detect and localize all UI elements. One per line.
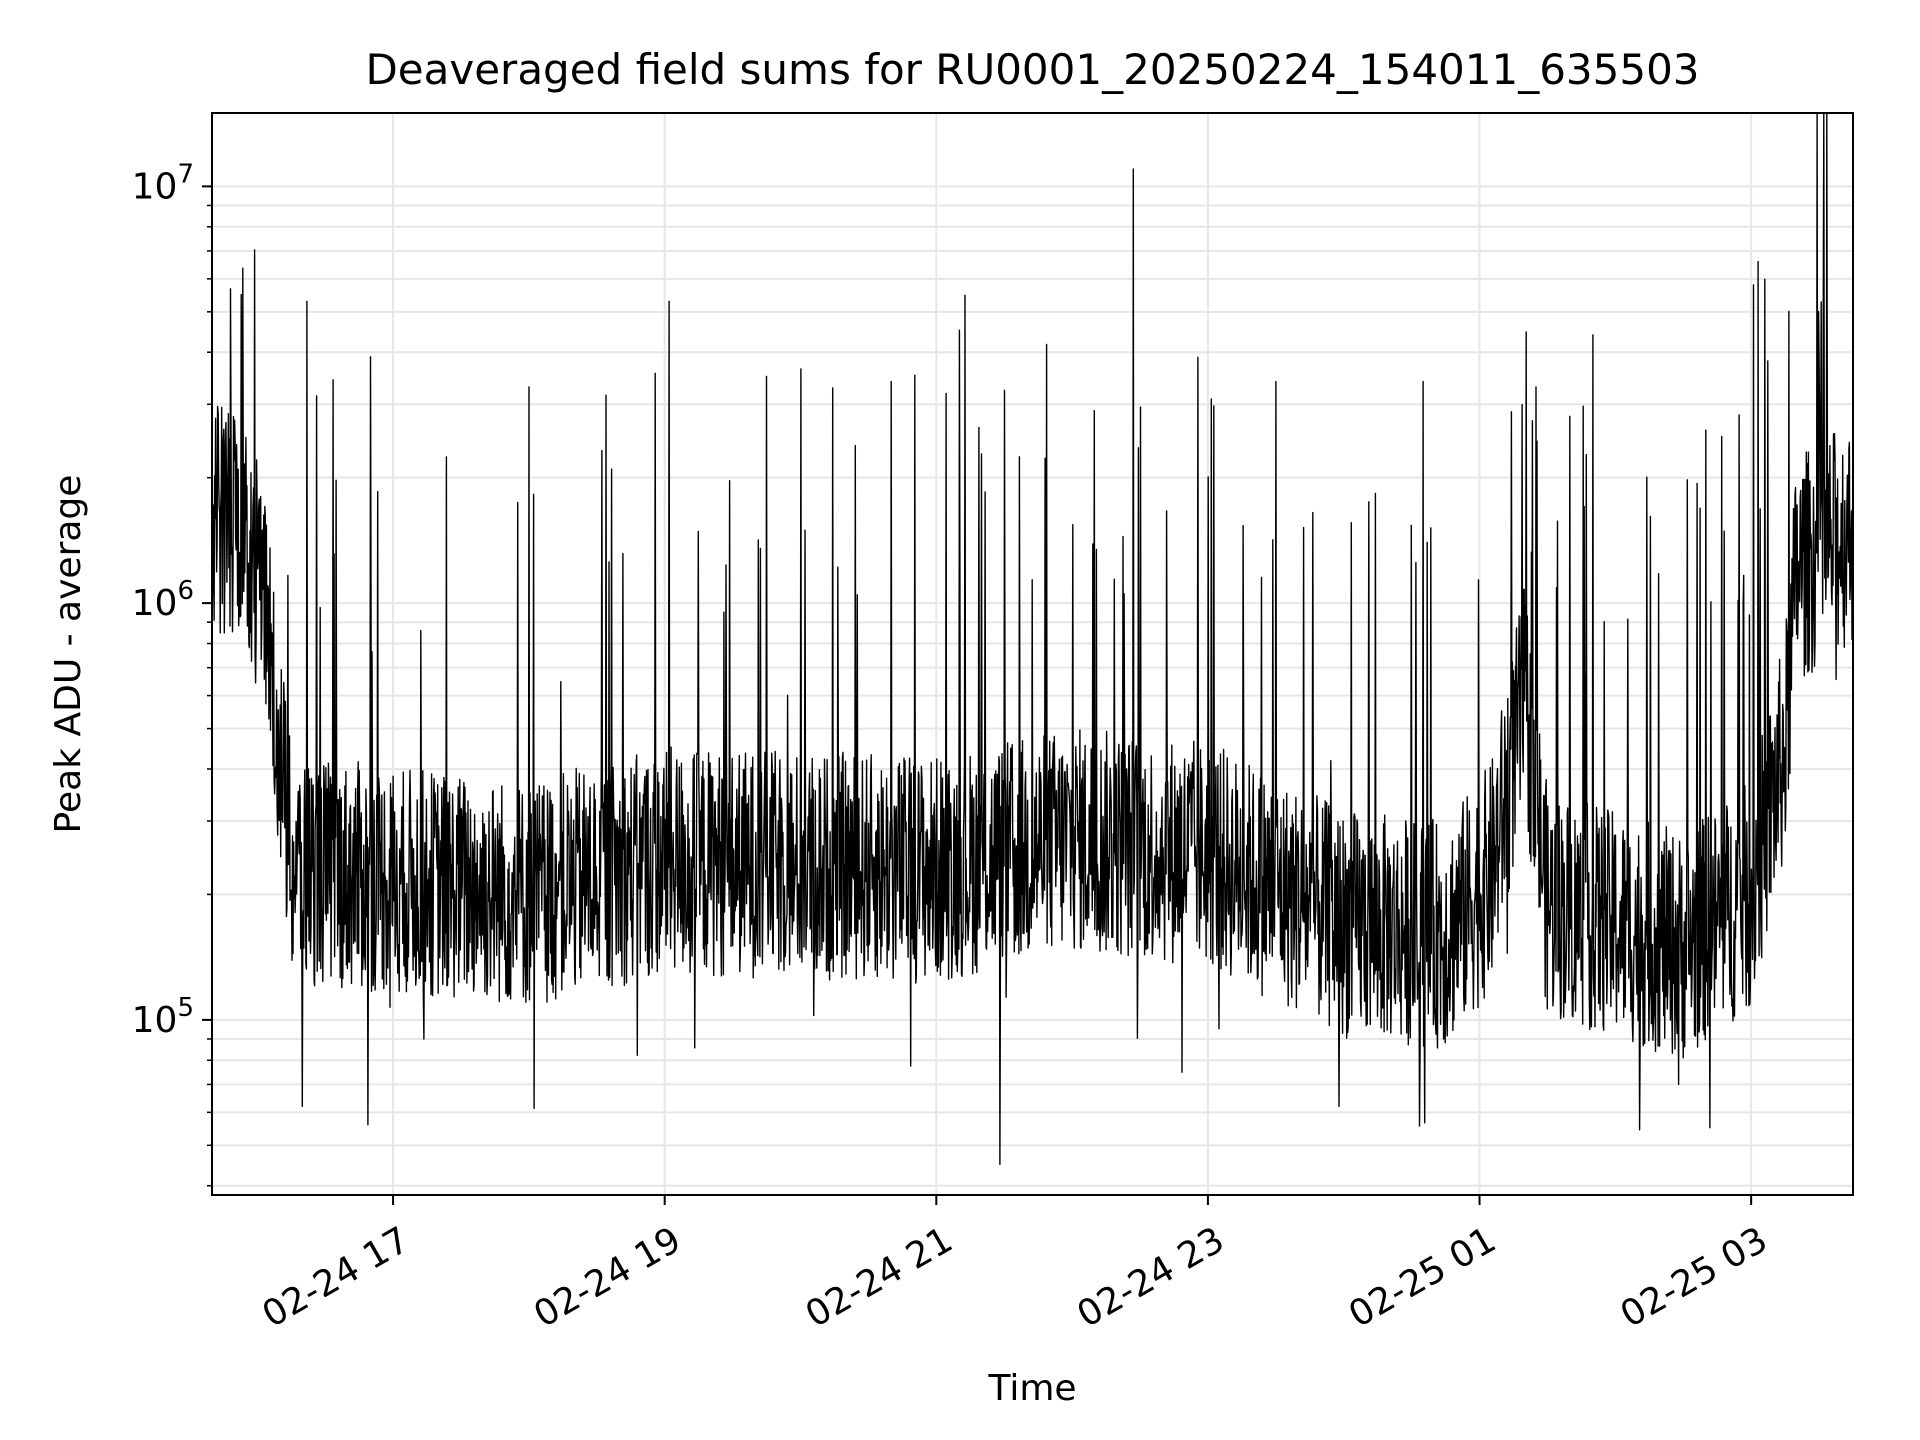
chart-title: Deaveraged field sums for RU0001_2025022… [365,45,1699,94]
series-layer [211,112,1854,1166]
x-axis-label: Time [987,1368,1076,1409]
y-tick-label: 105 [132,993,194,1041]
series-line [211,112,1854,1166]
y-tick-label: 106 [132,576,194,624]
y-axis-label: Peak ADU - average [48,475,89,834]
y-tick-label: 107 [132,159,194,207]
plot-frame [211,112,1854,1196]
